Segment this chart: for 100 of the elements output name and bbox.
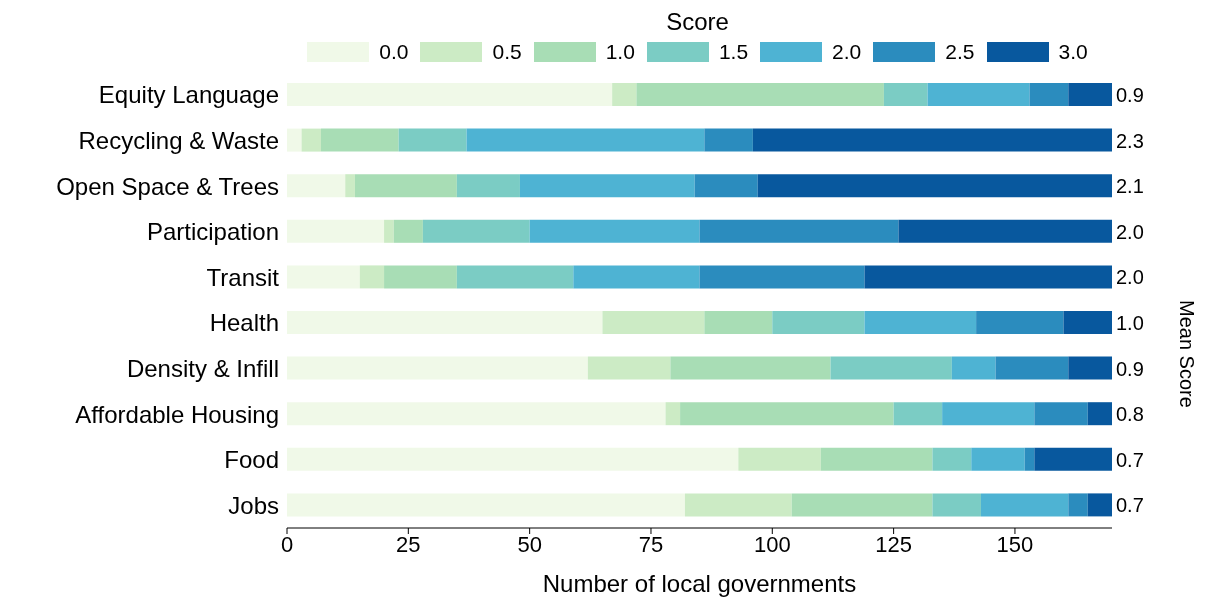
bar: [976, 311, 1064, 334]
bar: [1034, 402, 1088, 426]
y-tick-label: Participation: [146, 218, 279, 246]
text: 0.8: [1116, 403, 1144, 426]
bar: [636, 83, 884, 106]
bar: [684, 493, 792, 517]
bar: [670, 356, 831, 380]
bar: [519, 174, 695, 198]
y-tick-label: Equity Language: [98, 81, 279, 109]
bar: [287, 265, 360, 289]
bar: [287, 493, 685, 517]
bar: [772, 311, 865, 334]
bar: [287, 447, 739, 471]
legend-title: Score: [665, 8, 730, 36]
bar: [287, 174, 346, 198]
bar: [384, 265, 457, 289]
bar: [359, 265, 385, 289]
bar: [757, 174, 1112, 198]
bar: [927, 83, 1030, 106]
bar: [345, 174, 355, 198]
bar: [893, 402, 943, 426]
bar: [393, 219, 423, 243]
bar: [398, 128, 467, 152]
bar: [587, 356, 671, 380]
y-tick-label: Transit: [206, 263, 280, 291]
bar: [1063, 311, 1112, 334]
y-tick-label: Recycling & Waste: [78, 126, 279, 154]
text: 0.7: [1116, 494, 1144, 517]
bar: [864, 265, 1112, 289]
bar: [1068, 356, 1112, 380]
bar: [301, 128, 321, 152]
bar: [384, 219, 394, 243]
bar: [1068, 493, 1088, 517]
bar: [932, 447, 972, 471]
bar: [951, 356, 996, 380]
bar: [898, 219, 1112, 243]
y-tick-label: Density & Infill: [126, 354, 279, 382]
bar: [694, 174, 758, 198]
bar: [704, 128, 753, 152]
bar: [612, 83, 637, 106]
text: 2.1: [1116, 175, 1144, 198]
bar: [971, 447, 1025, 471]
y-tick-label: Jobs: [228, 491, 279, 519]
bar: [354, 174, 457, 198]
y2-axis-title: Mean Score: [1175, 300, 1198, 408]
bar: [287, 83, 613, 106]
bar: [883, 83, 928, 106]
bar: [932, 493, 981, 517]
bar: [704, 311, 773, 334]
text: 2.3: [1116, 129, 1144, 152]
y-tick-label: Open Space & Trees: [56, 172, 279, 200]
bar: [573, 265, 700, 289]
x-tick-label: 50: [517, 531, 542, 557]
bar: [820, 447, 933, 471]
bar: [456, 265, 574, 289]
bar: [665, 402, 681, 426]
x-tick-label: 25: [396, 531, 421, 557]
bar: [287, 311, 603, 334]
bar: [1029, 83, 1069, 106]
bar: [752, 128, 1112, 152]
text: 2.0: [1116, 266, 1144, 289]
x-tick-label: 100: [753, 531, 791, 557]
bar: [287, 356, 588, 380]
bar: [529, 219, 700, 243]
y-tick-label: Health: [209, 309, 279, 337]
bar: [830, 356, 952, 380]
bar: [287, 402, 666, 426]
bar: [466, 128, 705, 152]
bar: [980, 493, 1069, 517]
text: 0.9: [1116, 83, 1144, 106]
y-tick-label: Food: [224, 446, 279, 474]
bar: [1087, 493, 1112, 517]
bar: [699, 219, 899, 243]
legend-label: 1.0: [605, 40, 635, 64]
bar: [942, 402, 1035, 426]
legend-label: 0.5: [492, 40, 522, 64]
bar: [1087, 402, 1112, 426]
x-tick-label: 75: [638, 531, 664, 557]
bar: [287, 219, 385, 243]
bar: [864, 311, 977, 334]
y-tick-label: Affordable Housing: [75, 400, 279, 428]
bar: [995, 356, 1069, 380]
legend-label: 0.0: [379, 40, 409, 64]
bar: [738, 447, 821, 471]
bar: [1034, 447, 1112, 471]
legend-label: 2.0: [832, 40, 862, 64]
text: 1.0: [1116, 311, 1144, 334]
text: 2.0: [1116, 220, 1144, 243]
bar: [680, 402, 894, 426]
legend-label: 1.5: [718, 40, 749, 64]
bar: [456, 174, 520, 198]
x-tick-label: 0: [280, 531, 294, 557]
x-axis-title: Number of local governments: [542, 570, 857, 597]
bar: [422, 219, 530, 243]
bar: [699, 265, 865, 289]
legend-label: 3.0: [1058, 40, 1088, 64]
text: 0.9: [1116, 357, 1144, 380]
bar: [287, 128, 302, 152]
legend-label: 2.5: [945, 40, 975, 64]
bar: [1068, 83, 1112, 106]
